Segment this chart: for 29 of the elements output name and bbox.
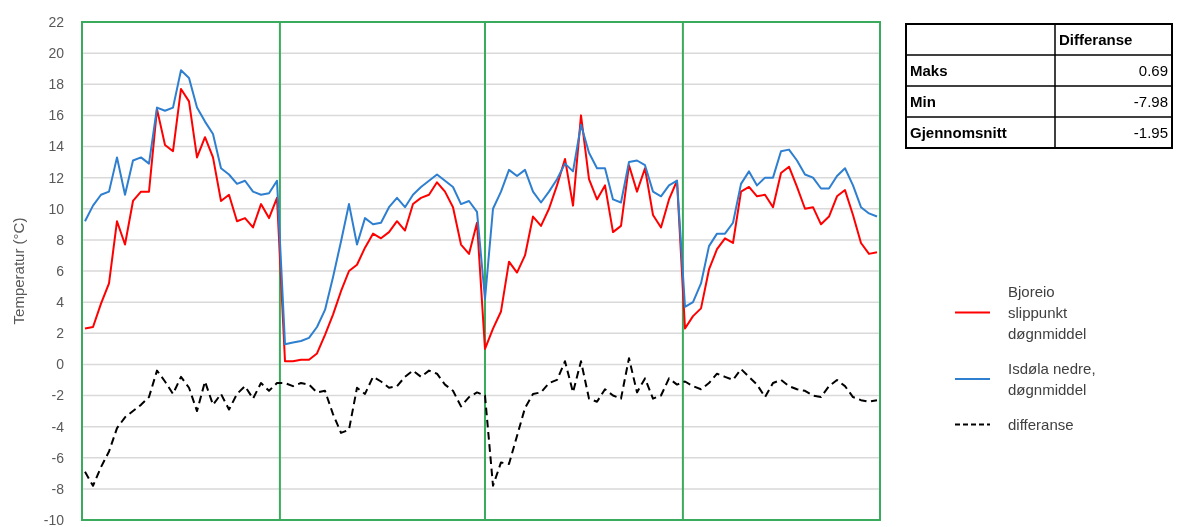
legend-label: Isdøla nedre, døgnmiddel bbox=[1008, 360, 1096, 398]
y-tick-label: 8 bbox=[56, 231, 65, 248]
text: -1.95 bbox=[1133, 123, 1168, 141]
y-tick-label: -6 bbox=[51, 449, 65, 466]
y-tick-label: 2 bbox=[56, 325, 65, 342]
y-tick-label: -10 bbox=[43, 511, 65, 527]
legend-label: Bjoreio slippunkt døgnmiddel bbox=[1008, 283, 1087, 342]
y-tick-label: -8 bbox=[51, 480, 65, 497]
y-tick-label: 12 bbox=[48, 169, 65, 186]
line-series bbox=[84, 357, 878, 487]
y-tick-label: -4 bbox=[51, 418, 65, 435]
y-tick-label: 4 bbox=[56, 294, 65, 311]
y-axis-title: Temperatur (°C) bbox=[10, 217, 27, 325]
text: Differanse bbox=[1059, 30, 1133, 48]
text: Gjennomsnitt bbox=[910, 123, 1007, 141]
y-tick-label: 0 bbox=[56, 356, 65, 373]
text: Min bbox=[910, 92, 936, 110]
text: 0.69 bbox=[1138, 61, 1168, 79]
y-tick-label: 20 bbox=[48, 45, 65, 62]
y-tick-label: 14 bbox=[48, 138, 65, 155]
y-tick-label: 18 bbox=[48, 76, 65, 93]
text: Maks bbox=[910, 61, 948, 79]
y-tick-label: 10 bbox=[48, 200, 65, 217]
legend-label: differanse bbox=[1008, 416, 1074, 433]
y-tick-label: 16 bbox=[48, 107, 65, 124]
text: -7.98 bbox=[1133, 92, 1168, 110]
y-tick-label: 6 bbox=[56, 262, 65, 279]
y-tick-label: 22 bbox=[48, 13, 65, 30]
y-tick-label: -2 bbox=[51, 387, 65, 404]
